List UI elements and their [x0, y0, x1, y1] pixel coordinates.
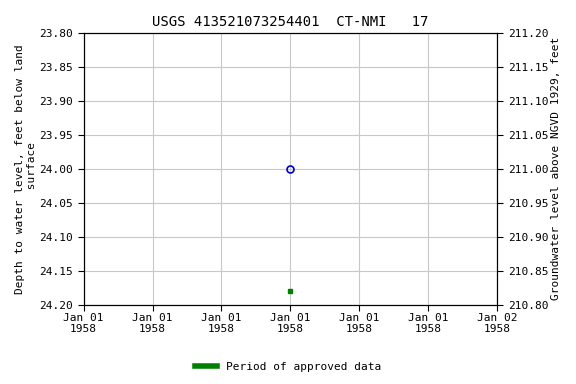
Y-axis label: Groundwater level above NGVD 1929, feet: Groundwater level above NGVD 1929, feet	[551, 37, 561, 300]
Y-axis label: Depth to water level, feet below land
 surface: Depth to water level, feet below land su…	[15, 44, 37, 294]
Title: USGS 413521073254401  CT-NMI   17: USGS 413521073254401 CT-NMI 17	[152, 15, 429, 29]
Legend: Period of approved data: Period of approved data	[191, 358, 385, 377]
